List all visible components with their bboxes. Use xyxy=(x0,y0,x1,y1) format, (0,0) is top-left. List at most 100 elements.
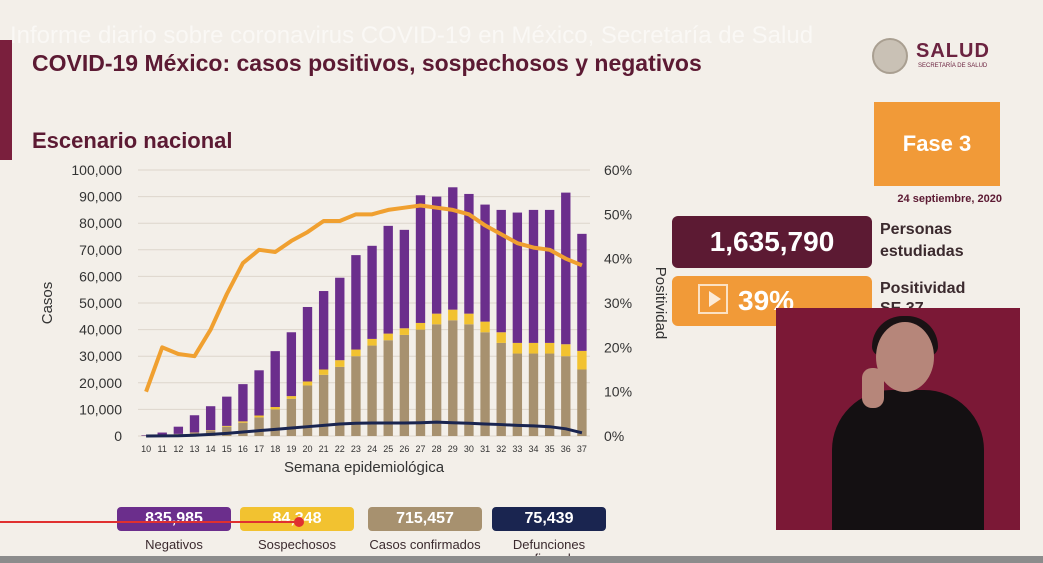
y-tick-label: 50,000 xyxy=(79,295,122,311)
bar-segment xyxy=(270,351,280,408)
bar-segment xyxy=(351,356,361,436)
seal-icon xyxy=(872,38,908,74)
bar-segment xyxy=(383,340,393,436)
bar-segment xyxy=(448,187,458,310)
bar-segment xyxy=(351,255,361,350)
bar-segment xyxy=(205,430,216,431)
left-color-band xyxy=(0,40,12,160)
x-tick-label: 20 xyxy=(302,444,312,454)
x-tick-label: 34 xyxy=(528,444,538,454)
x-tick-label: 35 xyxy=(545,444,555,454)
y-tick-label: 60,000 xyxy=(79,268,122,284)
bar-segment xyxy=(222,426,232,436)
bar-segment xyxy=(480,204,490,322)
x-tick-label: 21 xyxy=(319,444,329,454)
legend-negatives: 835,985 xyxy=(117,507,231,531)
interpreter-body xyxy=(832,390,984,530)
bar-segment xyxy=(335,360,345,367)
bar-segment xyxy=(205,406,216,431)
logo-subtext: SECRETARÍA DE SALUD xyxy=(918,63,988,69)
bar-segment xyxy=(448,320,458,436)
x-tick-label: 36 xyxy=(561,444,571,454)
x-tick-label: 24 xyxy=(367,444,377,454)
bar-segment xyxy=(222,396,232,426)
bar-segment xyxy=(512,342,523,354)
x-tick-label: 32 xyxy=(496,444,506,454)
interpreter-hand xyxy=(862,368,884,408)
x-tick-label: 16 xyxy=(238,444,248,454)
bar-segment xyxy=(335,366,345,436)
bar-segment xyxy=(254,370,264,416)
people-studied-value: 1,635,790 xyxy=(672,216,872,268)
x-tick-label: 33 xyxy=(512,444,522,454)
bar-segment xyxy=(318,291,329,370)
bar-segment xyxy=(383,225,393,334)
bar-segment xyxy=(431,313,442,325)
series-line xyxy=(144,203,583,393)
bar-segment xyxy=(431,196,442,314)
people-studied-label-line2: estudiadas xyxy=(880,243,964,260)
x-tick-label: 14 xyxy=(206,444,216,454)
legend-suspected-label: Sospechosos xyxy=(257,537,337,552)
y-tick-label: 20,000 xyxy=(79,375,122,391)
y-axis-label: Casos xyxy=(39,282,56,325)
series-line xyxy=(146,420,583,438)
bar-segment xyxy=(302,381,313,386)
y2-tick-label: 10% xyxy=(604,384,632,400)
bar-segment xyxy=(335,277,345,361)
bar-segment xyxy=(512,212,523,343)
bar-segment xyxy=(577,369,587,436)
bar-segment xyxy=(270,407,280,410)
bar-segment xyxy=(561,356,571,436)
x-tick-label: 15 xyxy=(222,444,232,454)
bar-segment xyxy=(222,425,232,427)
x-tick-label: 29 xyxy=(448,444,458,454)
bar-segment xyxy=(157,432,167,435)
bar-segment xyxy=(302,385,313,436)
x-tick-label: 22 xyxy=(335,444,345,454)
x-tick-label: 27 xyxy=(415,444,425,454)
bar-segment xyxy=(286,396,297,399)
bar-segment xyxy=(561,192,571,345)
x-tick-label: 31 xyxy=(480,444,490,454)
x-tick-label: 18 xyxy=(270,444,280,454)
y-tick-label: 30,000 xyxy=(79,348,122,364)
bar-segment xyxy=(286,332,297,397)
bar-segment xyxy=(367,338,377,346)
bar-segment xyxy=(464,193,474,314)
legend-deaths: 75,439 xyxy=(492,507,606,531)
bar-segment xyxy=(512,353,523,436)
legend-confirmed-label: Casos confirmados xyxy=(369,537,481,552)
bar-segment xyxy=(480,332,490,436)
y2-tick-label: 0% xyxy=(604,428,624,444)
bar-segment xyxy=(431,324,442,436)
bar-segment xyxy=(318,374,329,436)
bar-segment xyxy=(496,342,506,436)
bar-segment xyxy=(367,245,377,339)
y2-tick-label: 20% xyxy=(604,339,632,355)
bar-segment xyxy=(496,332,506,343)
y-tick-label: 70,000 xyxy=(79,242,122,258)
video-progress-bar[interactable] xyxy=(0,521,300,523)
y-tick-label: 40,000 xyxy=(79,322,122,338)
x-tick-label: 26 xyxy=(399,444,409,454)
y2-axis-label: Positividad xyxy=(652,267,669,340)
x-tick-label: 19 xyxy=(286,444,296,454)
x-tick-label: 28 xyxy=(432,444,442,454)
y-tick-label: 100,000 xyxy=(71,162,122,178)
bottom-strip xyxy=(0,556,1043,563)
bar-segment xyxy=(448,309,458,321)
bar-segment xyxy=(399,334,410,436)
bar-segment xyxy=(528,342,539,354)
bar-segment xyxy=(464,313,474,325)
bar-segment xyxy=(464,324,474,436)
video-progress-handle[interactable] xyxy=(294,517,304,527)
x-tick-label: 37 xyxy=(577,444,587,454)
bar-segment xyxy=(254,415,264,418)
legend-confirmed: 715,457 xyxy=(368,507,482,531)
y-tick-label: 0 xyxy=(114,428,122,444)
bar-segment xyxy=(173,426,184,434)
y2-tick-label: 30% xyxy=(604,295,632,311)
phase-badge: Fase 3 xyxy=(874,102,1000,186)
chart-subtitle: Escenario nacional xyxy=(32,128,233,153)
